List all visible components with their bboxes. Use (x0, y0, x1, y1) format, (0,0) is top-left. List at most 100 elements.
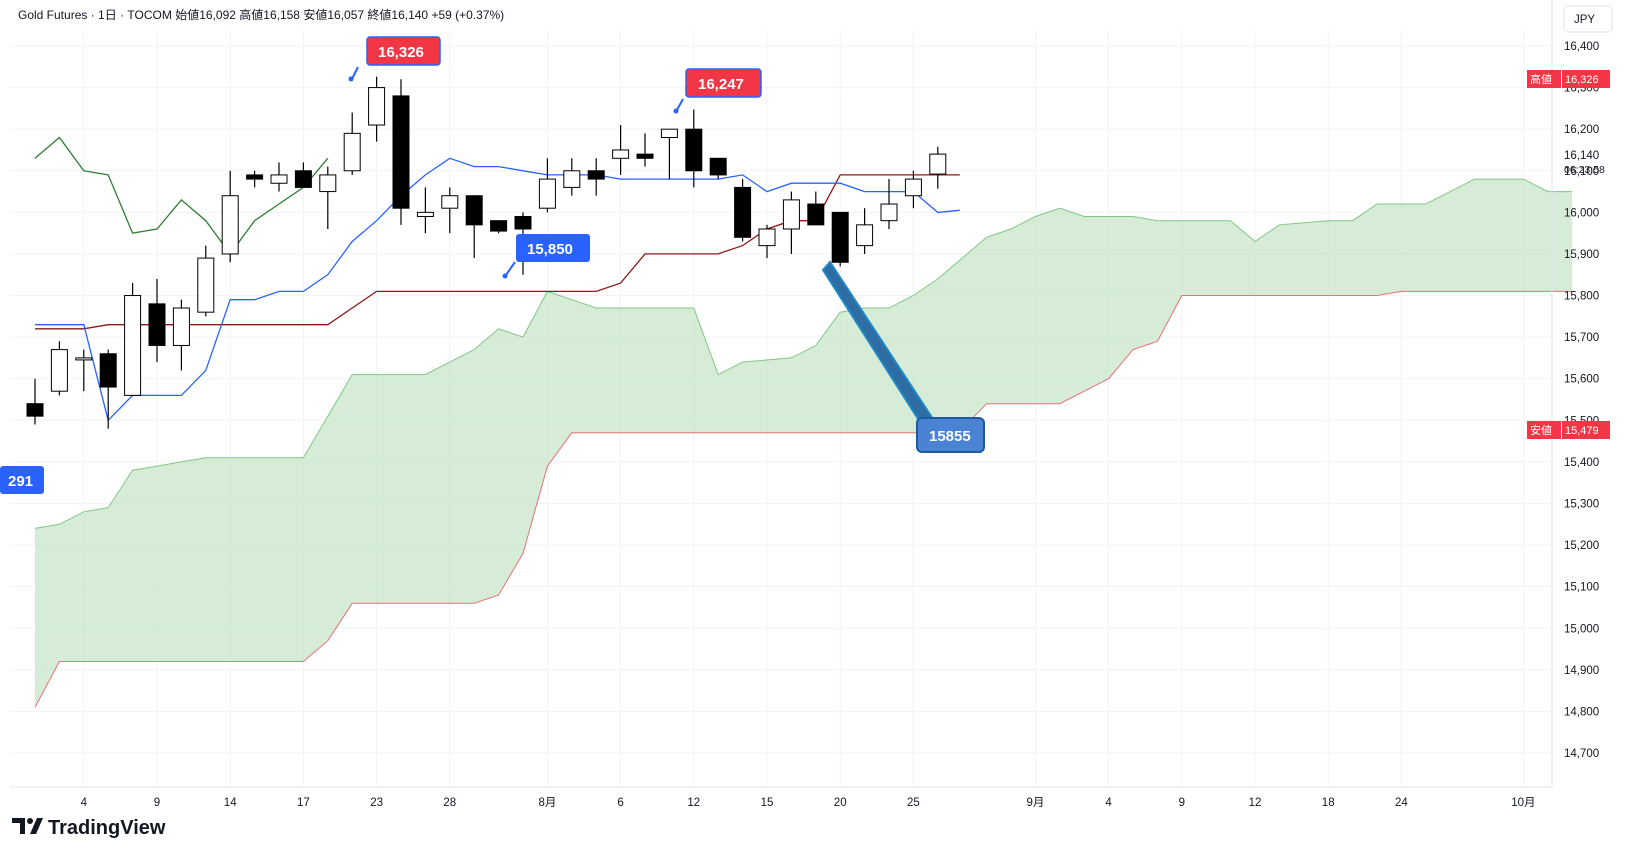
y-tick-label: 16,100 (1564, 166, 1599, 178)
high-marker-label: 高値 (1530, 72, 1552, 86)
high-marker-value: 16,326 (1565, 74, 1599, 86)
y-tick-label: 15,700 (1564, 332, 1599, 344)
candle (807, 191, 825, 226)
candle (197, 245, 215, 317)
x-tick-label: 25 (907, 797, 920, 809)
y-tick-label: 16,000 (1564, 207, 1599, 219)
exchange: TOCOM (127, 8, 171, 22)
candle (831, 211, 849, 267)
callout-high-16326[interactable] (348, 36, 441, 82)
candle-body (490, 220, 508, 232)
candle-body (172, 307, 190, 346)
candle-body (99, 353, 117, 388)
callout-high-16247[interactable] (673, 68, 762, 114)
x-tick-label: 24 (1395, 797, 1408, 809)
candle (221, 170, 239, 263)
candle-body (538, 178, 556, 209)
x-tick-label: 12 (687, 797, 700, 809)
low-label: 安値 (303, 7, 327, 22)
y-tick-label: 15,600 (1564, 374, 1599, 386)
candle-body (660, 128, 678, 138)
candle-body (221, 195, 239, 255)
change-percent: (+0.37%) (455, 8, 504, 22)
candle-body (782, 199, 800, 230)
candle (343, 112, 361, 175)
callout-text: 15,850 (527, 241, 573, 258)
close-value: 16,140 (391, 8, 428, 22)
candle-body (246, 174, 264, 180)
candle-body (75, 357, 93, 361)
y-tick-label: 15,200 (1564, 540, 1599, 552)
candle (441, 187, 459, 234)
candle (416, 187, 434, 234)
candle-body (416, 211, 434, 218)
tradingview-logo[interactable]: TradingView (12, 817, 166, 839)
callout-text: 291 (8, 473, 33, 490)
x-tick-label: 18 (1322, 797, 1335, 809)
candle-body (465, 195, 483, 226)
candle (392, 79, 410, 225)
candle (685, 109, 703, 188)
candle (294, 162, 312, 188)
candle-body (758, 228, 776, 247)
candle-body (368, 87, 386, 126)
candle (26, 378, 44, 425)
candle (758, 224, 776, 259)
callout-offscreen[interactable] (0, 466, 44, 494)
y-tick-label: 15,100 (1564, 582, 1599, 594)
callout-text: 16,247 (698, 76, 744, 93)
y-tick-label: 15,300 (1564, 498, 1599, 510)
low-marker-label: 安値 (1530, 423, 1552, 437)
callout-low-15850[interactable] (502, 234, 591, 279)
x-tick-label: 9 (1179, 797, 1185, 809)
x-tick-label: 10月 (1511, 797, 1535, 809)
kijun-sen-line (35, 174, 960, 330)
candle (75, 349, 93, 392)
x-tick-label: 9 (154, 797, 160, 809)
candle-body (612, 149, 630, 159)
candle (490, 220, 508, 234)
x-tick-label: 6 (617, 797, 623, 809)
x-tick-label: 28 (443, 797, 456, 809)
currency-button[interactable]: JPY (1563, 5, 1613, 33)
x-tick-label: 4 (1105, 797, 1112, 809)
candle-body (831, 211, 849, 263)
candle-body (197, 257, 215, 313)
candle-body (441, 195, 459, 209)
candle (465, 195, 483, 259)
arrow-callout-15855[interactable] (821, 260, 985, 453)
symbol-name: Gold Futures (18, 8, 87, 22)
candle (636, 133, 654, 167)
x-tick-label: 15 (761, 797, 774, 809)
candle (587, 158, 605, 196)
candle (856, 208, 874, 254)
candle (734, 179, 752, 242)
candle-body (270, 174, 288, 184)
y-tick-label: 15,800 (1564, 291, 1599, 303)
candle (660, 128, 678, 180)
candle (99, 349, 117, 429)
candle (148, 278, 166, 363)
candle-body (392, 95, 410, 209)
candle-body (685, 128, 703, 172)
candle (319, 166, 337, 229)
candle (709, 157, 727, 180)
close-label: 終値 (367, 7, 391, 22)
candle (368, 76, 386, 142)
x-tick-label: 17 (297, 797, 310, 809)
candle-body (709, 157, 727, 176)
candle (612, 125, 630, 175)
y-tick-label: 15,000 (1564, 623, 1599, 635)
change-value: +59 (431, 8, 452, 22)
candle-body (636, 153, 654, 159)
candle (172, 299, 190, 371)
x-tick-label: 4 (81, 797, 88, 809)
candle-body (563, 170, 581, 188)
open-value: 16,092 (199, 8, 236, 22)
candle-body (26, 403, 44, 417)
x-tick-label: 23 (370, 797, 383, 809)
x-tick-label: 20 (834, 797, 847, 809)
candle (246, 170, 264, 188)
candle-body (904, 178, 922, 197)
